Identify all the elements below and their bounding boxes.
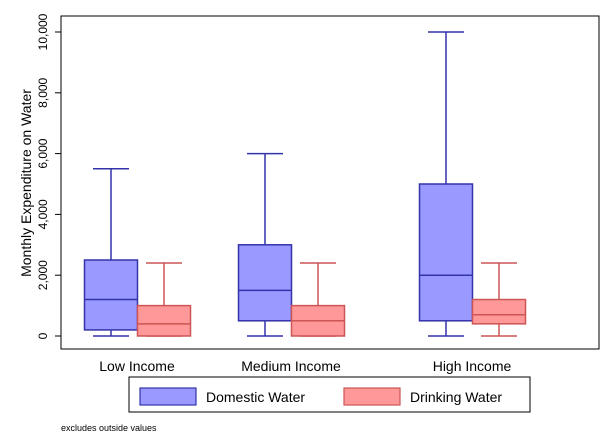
- note-excludes-outside-values: excludes outside values: [61, 423, 157, 433]
- box-domestic-water-2: [418, 31, 474, 337]
- box-drinking-water-0: [136, 262, 192, 337]
- legend-label-drinking-water: Drinking Water: [410, 389, 502, 405]
- legend-swatch-domestic-water: [139, 387, 197, 406]
- y-axis: 0 2,000 4,000 6,000 8,000 10,000: [36, 13, 61, 339]
- y-axis-title: Monthly Expenditure on Water: [18, 89, 34, 277]
- box-iqr: [83, 259, 139, 331]
- category-label: Low Income: [99, 358, 175, 374]
- plot-area-frame: [60, 15, 600, 350]
- y-tick-label: 8,000: [36, 77, 50, 107]
- box-iqr: [418, 183, 474, 322]
- category-label: Medium Income: [241, 358, 341, 374]
- category-labels: Low Income Medium Income High Income: [99, 358, 511, 374]
- y-tick-label: 10,000: [36, 13, 50, 50]
- y-tick-label: 6,000: [36, 138, 50, 168]
- box-groups: [83, 31, 527, 337]
- box-domestic-water-0: [83, 168, 139, 337]
- legend-label-domestic-water: Domestic Water: [206, 389, 305, 405]
- y-tick-label: 0: [36, 332, 50, 339]
- box-drinking-water-1: [290, 262, 346, 337]
- box-iqr: [237, 244, 293, 322]
- box-drinking-water-2: [471, 262, 527, 337]
- category-label: High Income: [433, 358, 512, 374]
- box-iqr: [471, 298, 527, 325]
- box-iqr: [136, 304, 192, 337]
- y-tick-label: 2,000: [36, 260, 50, 290]
- legend-swatch-drinking-water: [343, 387, 401, 406]
- legend-frame: [128, 376, 531, 413]
- box-domestic-water-1: [237, 152, 293, 337]
- legend: Domestic Water Drinking Water: [128, 376, 531, 413]
- y-tick-label: 4,000: [36, 199, 50, 229]
